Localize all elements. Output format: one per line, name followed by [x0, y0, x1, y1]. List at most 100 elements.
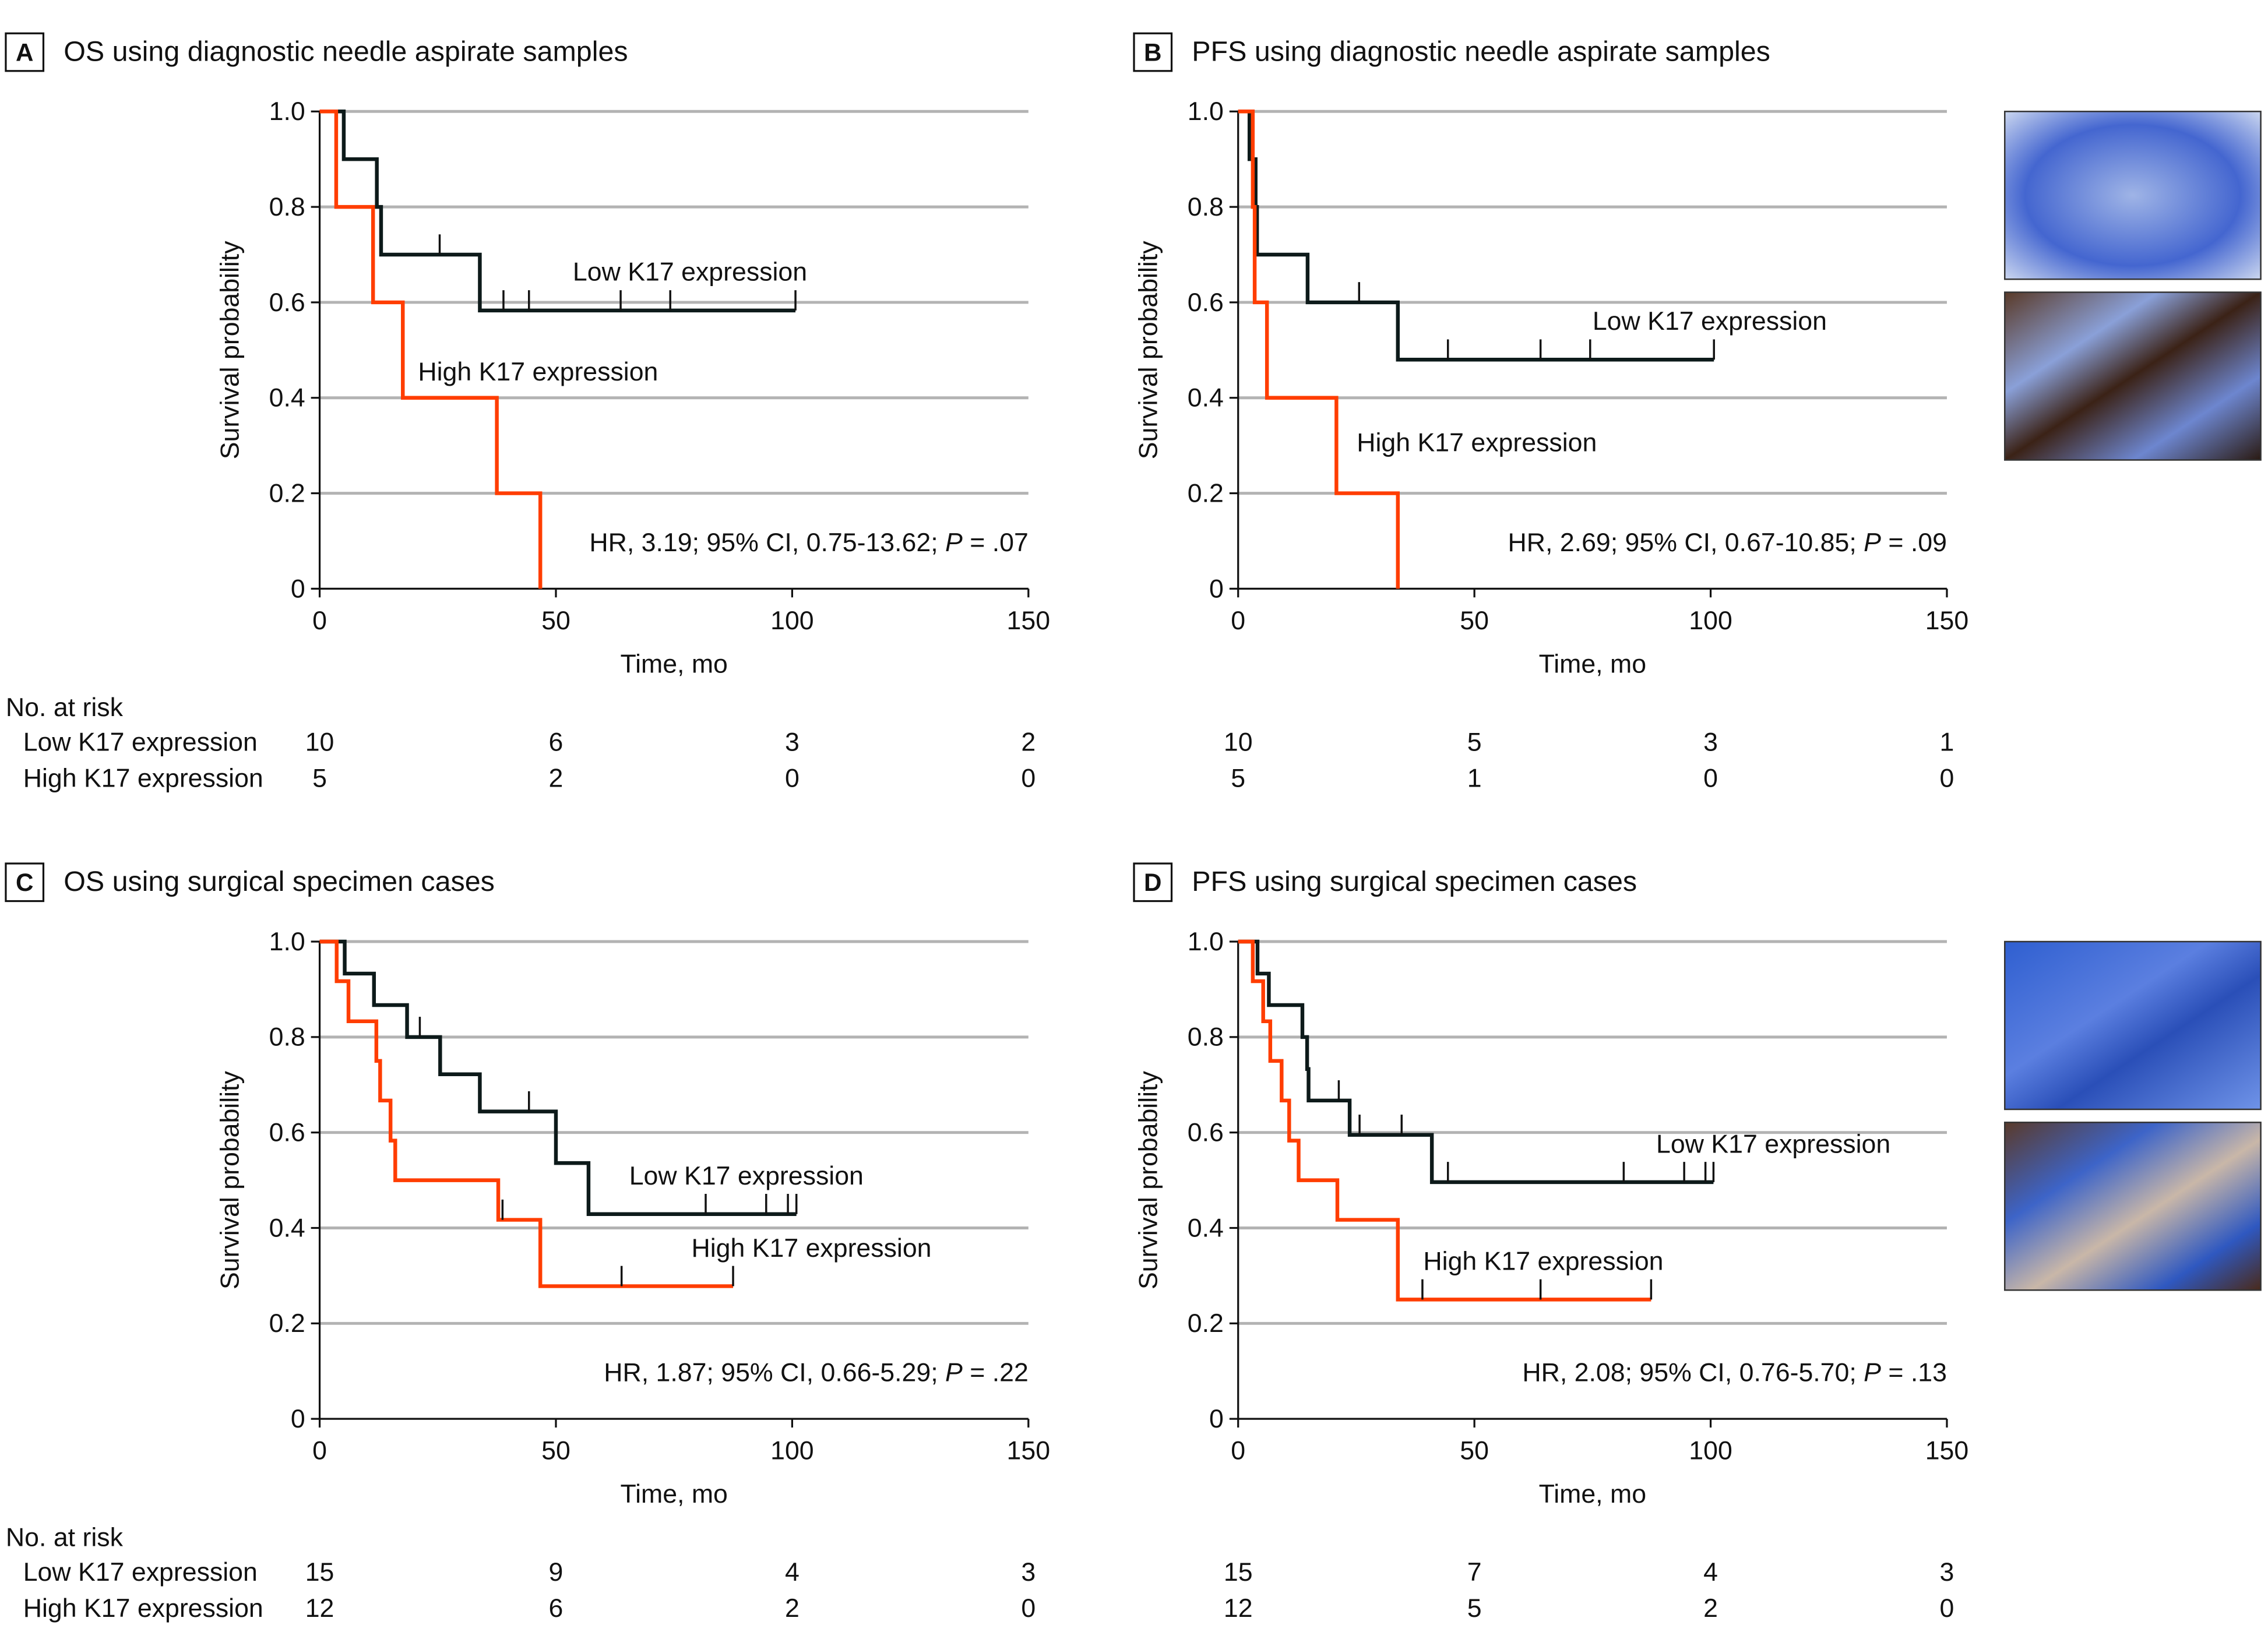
km-curve-high [1238, 939, 1651, 1302]
x-tick-label: 100 [1689, 607, 1732, 635]
panel-letter-box [1133, 32, 1173, 72]
x-tick-label: 150 [1925, 607, 1969, 635]
y-tick-label: 0.2 [1188, 479, 1224, 507]
chart-title: PFS using surgical specimen cases [1192, 866, 1637, 897]
chart-title: PFS using diagnostic needle aspirate sam… [1192, 36, 1770, 67]
p-value: = .13 [1881, 1359, 1947, 1387]
y-axis-label: Survival probability [1135, 1071, 1163, 1289]
series-label-low: Low K17 expression [573, 258, 807, 287]
chart-panel-d: D PFS using surgical specimen cases 1.0 0.8… [1133, 862, 1969, 1623]
y-tick-label: 0 [291, 574, 305, 603]
at-risk-value: 5 [1467, 728, 1482, 756]
series-label-low: Low K17 expression [1593, 307, 1827, 336]
at-risk-row-label: High K17 expression [23, 764, 263, 792]
p-label: P [945, 528, 963, 557]
x-tick-label: 150 [1007, 1437, 1051, 1465]
at-risk-value: 0 [1940, 764, 1954, 792]
panel-letter-box [1133, 862, 1173, 903]
x-tick-label: 0 [312, 607, 327, 635]
y-tick-label: 0 [291, 1405, 305, 1433]
x-tick-label: 0 [1231, 1437, 1245, 1465]
x-tick-label: 50 [1460, 1437, 1489, 1465]
series-label-low: Low K17 expression [1656, 1130, 1890, 1158]
x-axis-label: Time, mo [620, 650, 727, 678]
km-curve-high [319, 110, 543, 589]
km-curve-low [1238, 110, 1714, 362]
at-risk-value: 4 [1703, 1558, 1718, 1587]
x-tick-label: 150 [1925, 1437, 1969, 1465]
at-risk-header: No. at risk [6, 693, 124, 722]
at-risk-value: 9 [549, 1558, 564, 1587]
at-risk-value: 4 [785, 1558, 800, 1587]
chart-panel-a: A OS using diagnostic needle aspirate sam… [5, 32, 1051, 793]
at-risk-value: 15 [1224, 1558, 1253, 1587]
at-risk-value: 2 [785, 1594, 800, 1623]
at-risk-value: 0 [1021, 1594, 1036, 1623]
hazard-ratio-annotation: HR, 3.19; 95% CI, 0.75-13.62; P = .07 [589, 528, 1028, 557]
panel-letter: C [16, 869, 33, 896]
p-value: = .07 [963, 528, 1029, 557]
y-tick-label: 0.6 [1188, 1119, 1224, 1147]
at-risk-value: 0 [785, 764, 800, 792]
km-curve-low [319, 939, 797, 1216]
y-tick-label: 0.4 [1188, 1214, 1224, 1242]
ihc-image-high-surgical [2004, 1122, 2262, 1291]
at-risk-value: 6 [549, 728, 564, 756]
at-risk-value: 7 [1467, 1558, 1482, 1587]
at-risk-value: 5 [312, 764, 327, 792]
at-risk-value: 12 [1224, 1594, 1253, 1623]
at-risk-value: 1 [1467, 764, 1482, 792]
at-risk-value: 2 [1703, 1594, 1718, 1623]
x-tick-label: 100 [1689, 1437, 1732, 1465]
hazard-ratio-annotation: HR, 2.69; 95% CI, 0.67-10.85; P = .09 [1508, 528, 1947, 557]
y-tick-label: 0.4 [1188, 384, 1224, 413]
y-tick-label: 1.0 [1188, 928, 1224, 956]
at-risk-row-label: Low K17 expression [23, 728, 258, 756]
y-tick-label: 0 [1209, 574, 1224, 603]
at-risk-value: 10 [1224, 728, 1253, 756]
at-risk-value: 3 [785, 728, 800, 756]
y-tick-label: 0.4 [269, 1214, 305, 1242]
x-tick-label: 0 [312, 1437, 327, 1465]
x-axis-label: Time, mo [1539, 650, 1646, 678]
hr-text: HR, 2.69; 95% CI, 0.67-10.85; [1508, 528, 1864, 557]
y-tick-label: 1.0 [269, 97, 305, 126]
x-tick-label: 50 [541, 1437, 570, 1465]
km-curve-low [1238, 939, 1714, 1185]
x-tick-label: 0 [1231, 607, 1245, 635]
at-risk-table: No. at risk Low K17 expression 10 6 3 2 High K… [6, 693, 1036, 793]
hazard-ratio-annotation: HR, 2.08; 95% CI, 0.76-5.70; P = .13 [1522, 1359, 1947, 1387]
x-tick-label: 50 [541, 607, 570, 635]
x-tick-label: 150 [1007, 607, 1051, 635]
at-risk-value: 12 [305, 1594, 334, 1623]
y-tick-label: 0.2 [1188, 1309, 1224, 1338]
x-tick-label: 100 [770, 1437, 814, 1465]
at-risk-table: 10 5 3 15 1 0 0 [1224, 728, 1954, 792]
at-risk-value: 3 [1703, 728, 1718, 756]
p-label: P [1864, 1359, 1881, 1387]
at-risk-value: 3 [1940, 1558, 1954, 1587]
y-tick-label: 0.8 [1188, 1023, 1224, 1052]
p-value: = .09 [1881, 528, 1947, 557]
x-axis-label: Time, mo [1539, 1480, 1646, 1508]
hazard-ratio-annotation: HR, 1.87; 95% CI, 0.66-5.29; P = .22 [604, 1359, 1029, 1387]
chart-title: OS using diagnostic needle aspirate samp… [64, 36, 628, 67]
ihc-image-low-surgical [2004, 940, 2262, 1111]
p-label: P [945, 1359, 963, 1387]
x-axis-label: Time, mo [620, 1480, 727, 1508]
y-tick-label: 0.2 [269, 479, 305, 507]
at-risk-value: 1 [1940, 728, 1954, 756]
chart-panel-b: B PFS using diagnostic needle aspirate sa… [1133, 32, 1969, 792]
series-label-high: High K17 expression [418, 358, 658, 386]
y-tick-label: 0.2 [269, 1309, 305, 1338]
y-axis-label: Survival probability [216, 241, 245, 459]
series-label-high: High K17 expression [1357, 429, 1597, 457]
x-tick-label: 50 [1460, 607, 1489, 635]
y-tick-label: 0.8 [269, 1023, 305, 1052]
at-risk-value: 2 [549, 764, 564, 792]
panel-letter-box [5, 862, 45, 903]
y-tick-label: 0.6 [269, 288, 305, 317]
at-risk-table: 15 7 4 3 12 5 2 0 [1224, 1558, 1954, 1623]
hr-text: HR, 2.08; 95% CI, 0.76-5.70; [1522, 1359, 1864, 1387]
